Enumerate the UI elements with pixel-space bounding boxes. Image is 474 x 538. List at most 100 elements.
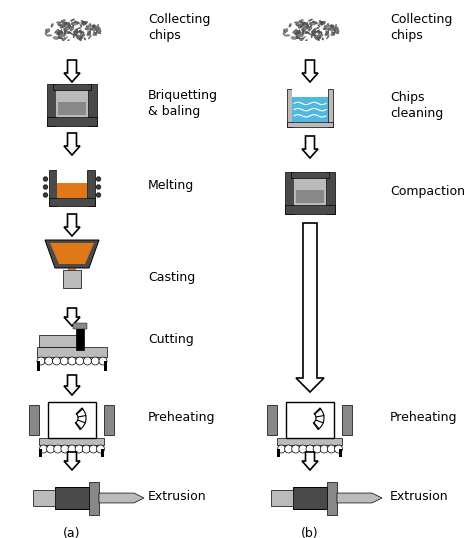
Ellipse shape [74, 32, 78, 35]
Ellipse shape [95, 33, 97, 35]
Ellipse shape [55, 30, 59, 33]
Ellipse shape [88, 32, 91, 35]
Bar [33, 490, 55, 506]
Polygon shape [296, 223, 324, 392]
Bar [104, 361, 107, 371]
Circle shape [43, 176, 48, 181]
Ellipse shape [89, 31, 91, 34]
Ellipse shape [92, 25, 96, 27]
Ellipse shape [60, 29, 62, 34]
Ellipse shape [93, 26, 96, 30]
Circle shape [43, 193, 48, 197]
Ellipse shape [83, 21, 88, 24]
Ellipse shape [79, 30, 82, 34]
Ellipse shape [319, 31, 322, 34]
Ellipse shape [86, 27, 89, 30]
Circle shape [43, 185, 48, 189]
Ellipse shape [90, 27, 94, 30]
Circle shape [306, 445, 314, 453]
Ellipse shape [95, 32, 97, 36]
Ellipse shape [308, 29, 310, 31]
Circle shape [91, 357, 99, 365]
Ellipse shape [97, 31, 101, 33]
Ellipse shape [317, 30, 320, 34]
Ellipse shape [309, 27, 312, 30]
Ellipse shape [56, 22, 62, 24]
Ellipse shape [300, 33, 302, 37]
Ellipse shape [57, 36, 60, 39]
Ellipse shape [320, 21, 325, 24]
Ellipse shape [70, 19, 74, 22]
Ellipse shape [301, 29, 304, 31]
Ellipse shape [326, 35, 329, 39]
Ellipse shape [78, 27, 81, 29]
Circle shape [54, 445, 62, 453]
Ellipse shape [318, 24, 320, 27]
Ellipse shape [76, 31, 81, 33]
Ellipse shape [328, 27, 332, 30]
Text: Cutting: Cutting [148, 334, 194, 346]
Ellipse shape [64, 23, 70, 25]
Ellipse shape [59, 31, 63, 33]
Ellipse shape [307, 32, 311, 35]
Ellipse shape [94, 29, 96, 30]
Ellipse shape [301, 37, 306, 40]
Ellipse shape [291, 37, 296, 40]
Text: (a): (a) [63, 527, 81, 538]
Polygon shape [64, 308, 80, 326]
Ellipse shape [312, 21, 315, 24]
Bar [89, 482, 99, 514]
Ellipse shape [45, 30, 50, 33]
Ellipse shape [87, 25, 92, 27]
Ellipse shape [75, 29, 78, 31]
Ellipse shape [284, 35, 290, 36]
Text: Melting: Melting [148, 180, 194, 193]
Ellipse shape [60, 25, 65, 29]
Ellipse shape [80, 36, 83, 40]
Circle shape [313, 445, 321, 453]
Ellipse shape [325, 25, 330, 27]
Ellipse shape [299, 20, 303, 23]
Ellipse shape [294, 22, 300, 24]
Bar [55, 487, 89, 509]
Ellipse shape [58, 31, 62, 36]
Ellipse shape [309, 27, 310, 31]
Ellipse shape [84, 38, 86, 40]
Ellipse shape [98, 26, 101, 32]
Bar [267, 405, 277, 435]
Bar [271, 490, 293, 506]
Ellipse shape [295, 30, 299, 33]
Circle shape [277, 445, 285, 453]
Ellipse shape [56, 33, 62, 34]
Circle shape [39, 445, 47, 453]
Bar [58, 102, 86, 115]
Bar [29, 405, 39, 435]
Ellipse shape [283, 30, 288, 33]
Ellipse shape [302, 24, 304, 26]
Circle shape [99, 357, 107, 365]
Ellipse shape [59, 24, 64, 26]
Ellipse shape [45, 29, 48, 32]
Ellipse shape [328, 28, 329, 32]
Bar [328, 89, 333, 127]
Ellipse shape [315, 35, 319, 38]
Ellipse shape [90, 28, 91, 32]
Bar [39, 438, 104, 445]
Ellipse shape [45, 30, 48, 35]
Ellipse shape [314, 36, 318, 39]
Ellipse shape [51, 24, 54, 27]
Bar [76, 326, 84, 350]
Ellipse shape [302, 29, 304, 34]
Ellipse shape [74, 21, 77, 24]
Ellipse shape [97, 28, 99, 30]
Ellipse shape [296, 24, 301, 27]
Polygon shape [337, 493, 382, 503]
Circle shape [96, 176, 101, 181]
Ellipse shape [92, 28, 96, 31]
Ellipse shape [312, 29, 316, 32]
Ellipse shape [330, 25, 334, 27]
Ellipse shape [289, 24, 292, 27]
Ellipse shape [78, 37, 80, 40]
Ellipse shape [93, 31, 95, 33]
Ellipse shape [331, 26, 334, 30]
